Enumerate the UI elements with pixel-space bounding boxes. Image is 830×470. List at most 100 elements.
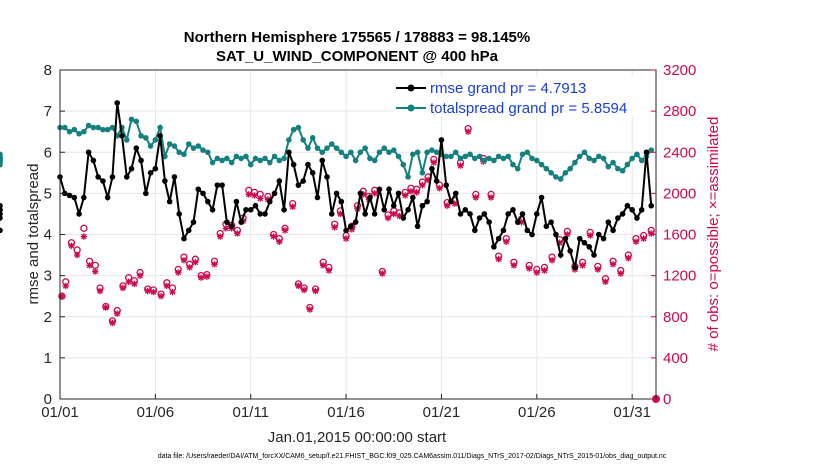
y-ticks: 0 1 2 3 4 5 6 7 8 <box>44 62 65 408</box>
totalspread-point <box>529 155 535 162</box>
obs-assimilated-stroke <box>385 215 391 221</box>
totalspread-point <box>143 135 149 141</box>
totalspread-point <box>591 157 597 164</box>
obs-assimilated-point <box>594 266 602 273</box>
totalspread-point <box>109 124 116 131</box>
rmse-point <box>162 178 168 184</box>
obs-assimilated-stroke <box>549 257 555 264</box>
obs-assimilated-point <box>73 251 81 259</box>
rmse-point <box>424 198 430 205</box>
rmse-point <box>595 231 602 238</box>
obs-assimilated-stroke <box>74 252 81 258</box>
obs-assimilated-point <box>306 306 314 313</box>
totalspread-line <box>60 117 653 181</box>
obs-layer <box>58 124 660 403</box>
totalspread-point <box>195 143 202 149</box>
obs-assimilated-stroke <box>198 274 204 281</box>
totalspread-point <box>286 137 292 143</box>
obs-assimilated-point <box>251 192 258 199</box>
y-tick-label: 4 <box>44 227 52 244</box>
obs-assimilated-stroke <box>579 262 586 269</box>
obs-assimilated-point <box>371 190 378 197</box>
obs-assimilated-point <box>436 185 443 192</box>
rmse-point <box>181 235 187 242</box>
obs-assimilated-point <box>80 233 88 240</box>
obs-assimilated-stroke <box>610 261 616 268</box>
rmse-point <box>152 165 159 172</box>
obs-assimilated-point <box>541 267 548 274</box>
rmse-point <box>357 190 364 197</box>
rmse-point <box>443 182 450 188</box>
obs-assimilated-stroke <box>68 242 75 249</box>
y-right-axis-label: # of obs: o=possible; ×=assimilated <box>705 117 722 352</box>
rmse-point <box>562 235 569 242</box>
obs-assimilated-point <box>390 210 397 218</box>
rmse-point <box>472 227 478 234</box>
rmse-point <box>505 211 511 217</box>
rmse-point <box>462 207 469 213</box>
totalspread-point <box>104 126 111 133</box>
obs-assimilated-point <box>222 225 230 232</box>
rmse-point <box>324 174 330 180</box>
rmse-point <box>286 149 292 156</box>
y-right-tick-label: 800 <box>663 309 688 326</box>
obs-assimilated-stroke <box>131 280 138 287</box>
obs-assimilated-point <box>245 191 253 198</box>
rmse-point <box>66 192 73 199</box>
obs-assimilated-stroke <box>320 262 327 269</box>
obs-assimilated-point <box>503 238 510 245</box>
obs-assimilated-point <box>379 270 386 277</box>
rmse-point <box>238 219 244 225</box>
rmse-point <box>114 100 121 106</box>
rmse-point <box>371 211 378 217</box>
rmse-point <box>643 149 650 156</box>
y-tick-label: 7 <box>44 103 52 120</box>
rmse-point <box>514 219 521 225</box>
totalspread-point <box>410 151 416 158</box>
rmse-point <box>581 239 588 246</box>
rmse-point <box>90 157 97 164</box>
rmse-point <box>438 137 445 143</box>
rmse-point <box>0 207 3 213</box>
rmse-point <box>586 244 593 250</box>
totalspread-point <box>238 155 244 162</box>
obs-assimilated-point <box>86 262 93 269</box>
rmse-point <box>257 211 264 217</box>
obs-assimilated-point <box>495 255 502 263</box>
totalspread-point <box>624 161 631 168</box>
obs-assimilated-point <box>319 262 327 269</box>
legend-label-rmse: rmse grand pr = 4.7913 <box>430 80 586 97</box>
rmse-point <box>138 157 144 164</box>
y-tick-label: 6 <box>44 144 52 161</box>
rmse-point <box>648 202 655 209</box>
y-right-tick-label: 0 <box>663 391 671 408</box>
obs-assimilated-stroke <box>86 262 93 269</box>
rmse-point <box>491 244 497 250</box>
totalspread-point <box>128 116 135 123</box>
totalspread-point <box>376 149 383 156</box>
rmse-point <box>76 211 82 217</box>
obs-assimilated-point <box>430 159 438 166</box>
rmse-point <box>295 182 302 188</box>
rmse-point <box>615 215 621 221</box>
totalspread-point <box>419 170 426 176</box>
totalspread-point <box>567 165 573 172</box>
obs-assimilated-stroke <box>312 288 319 294</box>
obs-assimilated-stroke <box>331 224 338 231</box>
obs-assimilated-stroke <box>419 182 426 189</box>
rmse-point <box>538 194 545 201</box>
rmse-point <box>128 165 135 172</box>
totalspread-point <box>0 159 3 166</box>
totalspread-point <box>514 165 521 172</box>
rmse-point <box>243 207 249 213</box>
totalspread-point <box>133 118 140 125</box>
rmse-point <box>400 215 407 221</box>
rmse-point <box>381 207 388 213</box>
totalspread-point <box>257 157 264 164</box>
obs-assimilated-stroke <box>80 233 87 240</box>
x-tick-label: 01/21 <box>423 404 461 421</box>
rmse-point <box>605 219 612 225</box>
rmse-point <box>319 157 326 164</box>
totalspread-point <box>405 174 411 180</box>
